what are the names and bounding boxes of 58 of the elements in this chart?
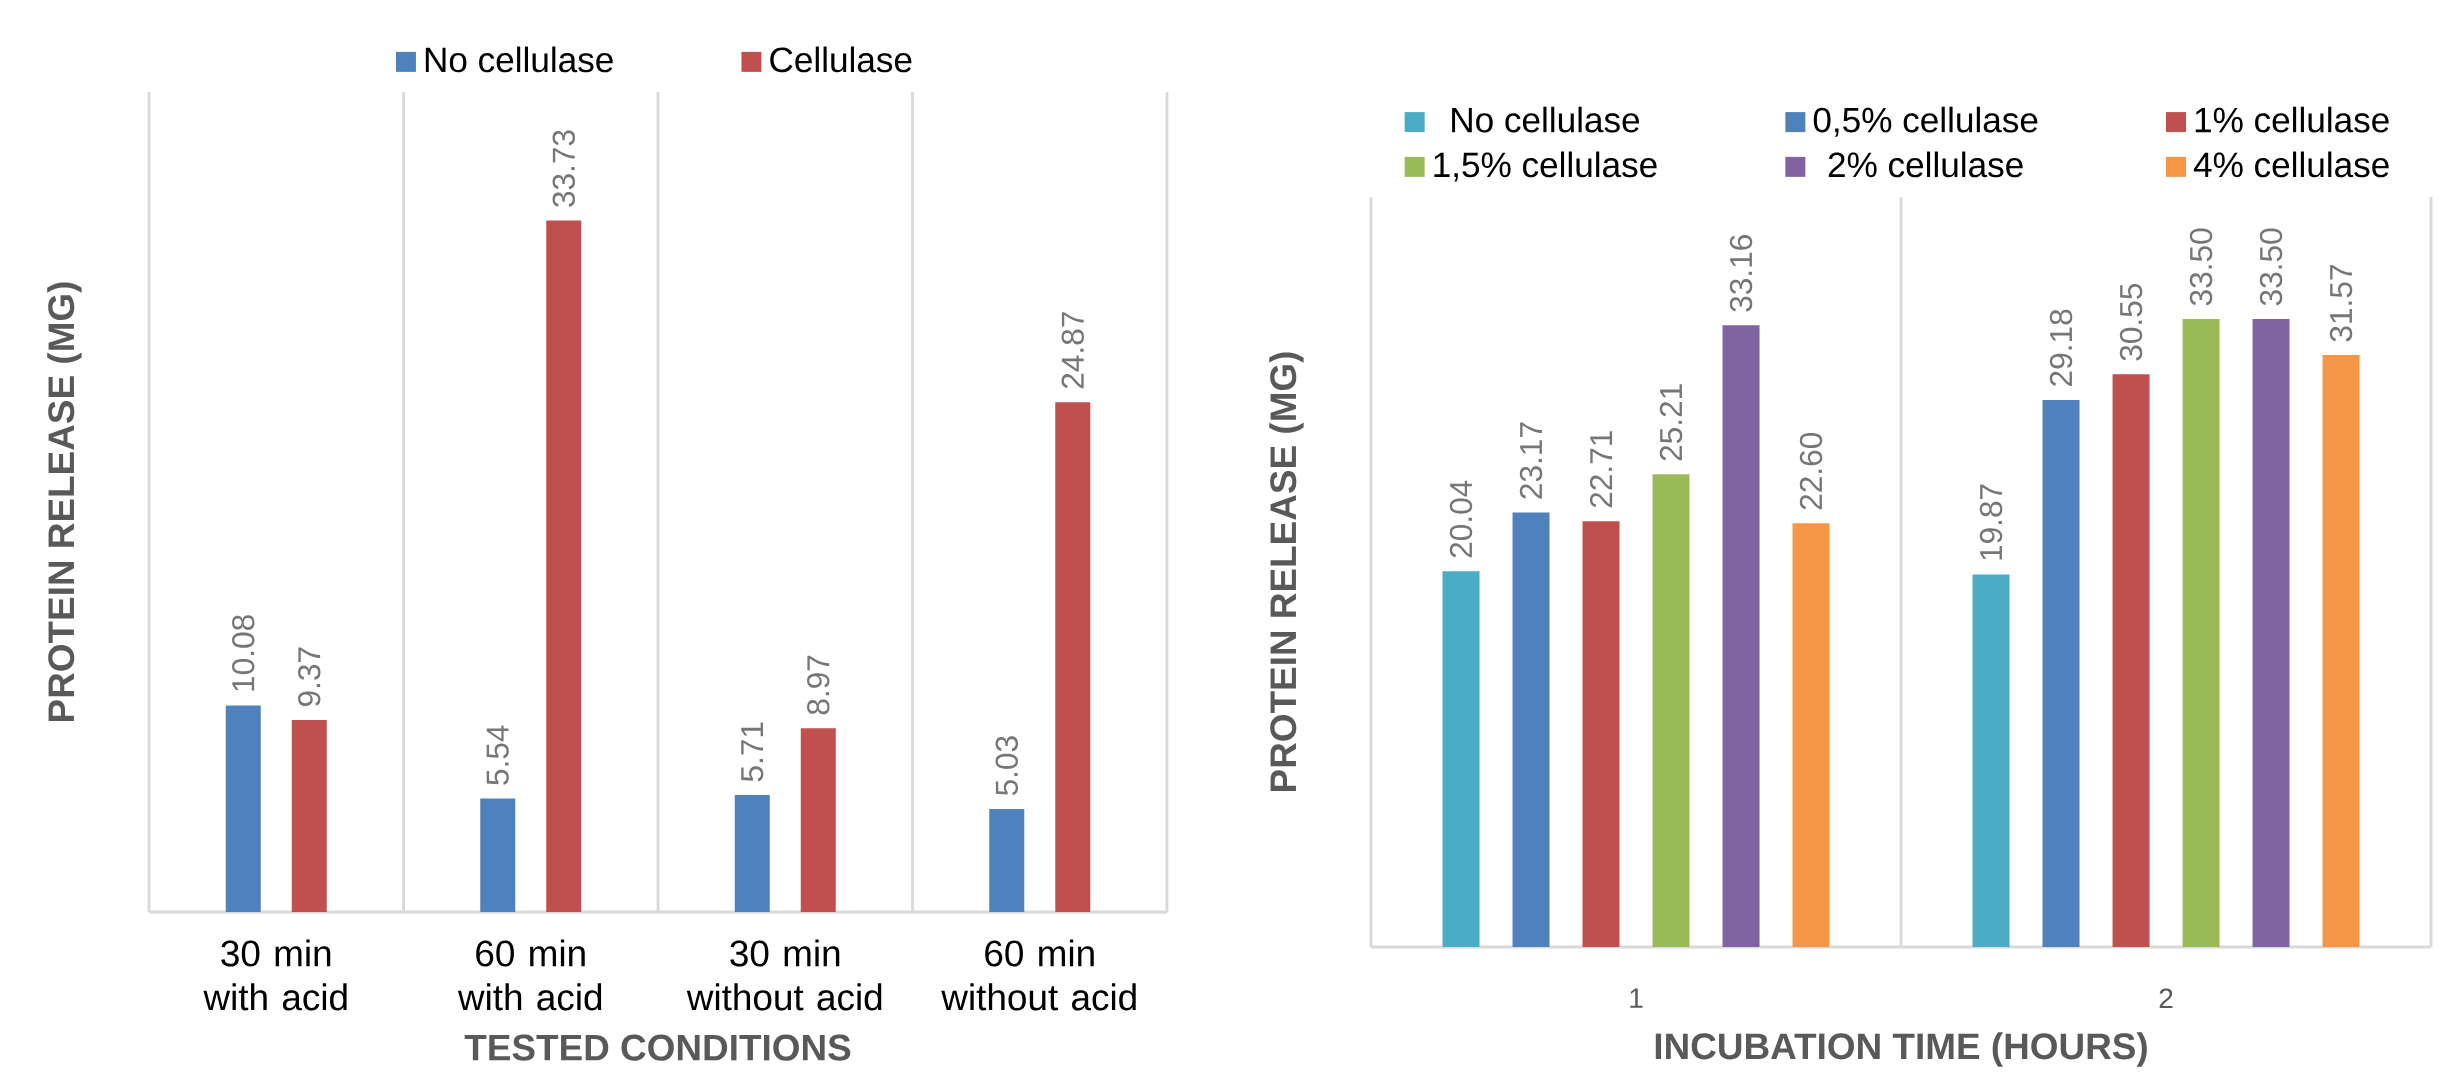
data-label: 24.87 <box>1061 312 1084 389</box>
bar <box>800 728 836 913</box>
data-label: 33.50 <box>2189 228 2213 306</box>
bar <box>225 705 261 913</box>
data-label: 9.37 <box>298 647 321 707</box>
legend-label: 1% cellulase <box>2195 106 2389 133</box>
bar <box>2182 318 2220 948</box>
data-label: 29.18 <box>2049 309 2073 386</box>
bar <box>1792 523 1830 948</box>
legend-label: 1,5% cellulase <box>1434 151 1657 182</box>
bar <box>291 719 327 913</box>
y-axis-title: PROTEIN RELEASE (MG) <box>47 282 82 721</box>
legend-label: Cellulase <box>770 46 912 73</box>
y-axis-title: PROTEIN RELEASE (MG) <box>1269 352 1304 791</box>
bar <box>546 220 582 913</box>
data-label: 22.71 <box>1589 431 1613 508</box>
data-label: 31.57 <box>2329 265 2353 342</box>
data-label: 22.60 <box>1799 432 1823 510</box>
x-tick-label: 60 min with acid <box>457 939 602 1011</box>
bar <box>1652 474 1690 948</box>
data-label: 5.54 <box>486 725 509 785</box>
bar <box>1972 574 2010 948</box>
x-tick-label: 30 min with acid <box>203 939 347 1011</box>
bar <box>1512 512 1550 948</box>
x-tick-label: 1 <box>1630 988 1643 1008</box>
bar <box>480 798 516 913</box>
bar <box>1582 521 1620 948</box>
bar <box>1442 571 1480 948</box>
data-label: 19.87 <box>1979 484 2003 560</box>
legend-label: No cellulase <box>1452 106 1640 133</box>
data-label: 33.50 <box>2259 228 2283 306</box>
bar <box>1722 325 1760 948</box>
bar <box>2112 374 2150 948</box>
x-axis-title: INCUBATION TIME (HOURS) <box>1655 1032 2147 1067</box>
bar <box>2322 355 2360 948</box>
x-tick-label: 30 min without acid <box>686 939 882 1011</box>
bar <box>2252 318 2290 948</box>
data-label: 5.71 <box>741 722 764 782</box>
x-axis-title: TESTED CONDITIONS <box>464 1034 851 1061</box>
x-tick-label: 2 <box>2159 988 2173 1009</box>
data-label: 5.03 <box>995 736 1018 796</box>
legend-label: 4% cellulase <box>2193 151 2389 178</box>
bar <box>2042 399 2080 948</box>
bar <box>1055 402 1091 913</box>
data-label: 30.55 <box>2119 283 2143 361</box>
bar <box>989 808 1025 913</box>
legend-label: 2% cellulase <box>1828 151 2023 178</box>
legend-label: No cellulase <box>425 46 613 73</box>
bar <box>734 794 770 913</box>
data-label: 8.97 <box>807 655 830 715</box>
data-label: 33.73 <box>552 130 575 207</box>
x-tick-label: 60 min without acid <box>941 939 1136 1011</box>
legend-label: 0,5% cellulase <box>1813 106 2038 137</box>
data-label: 20.04 <box>1449 480 1473 558</box>
data-label: 33.16 <box>1729 235 1753 312</box>
data-label: 10.08 <box>232 615 255 691</box>
data-label: 23.17 <box>1519 422 1543 499</box>
data-label: 25.21 <box>1659 384 1683 461</box>
